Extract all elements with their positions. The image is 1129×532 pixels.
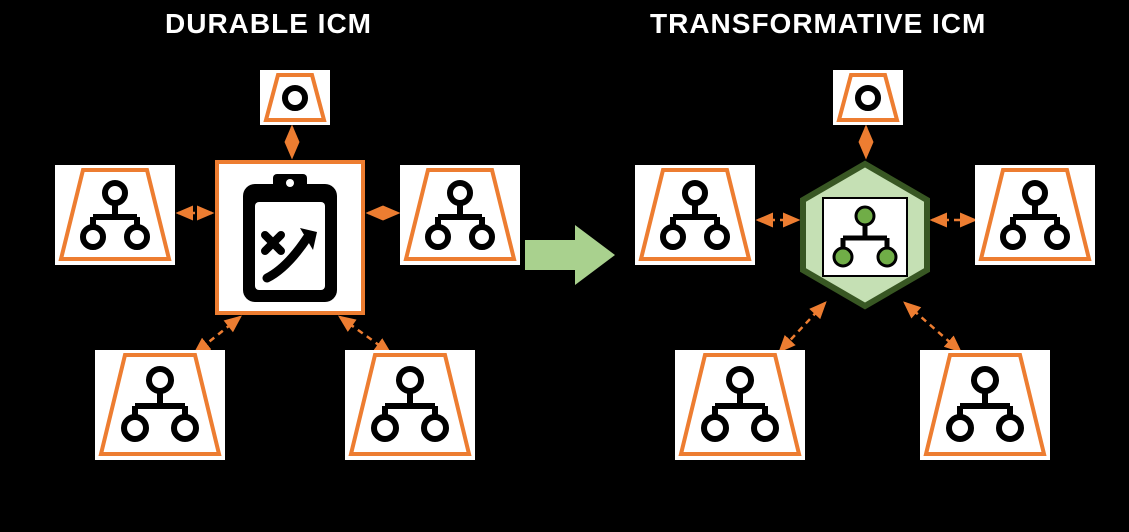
- satellite-bottom-left-r: [675, 350, 805, 460]
- panel-durable: [40, 55, 520, 515]
- satellite-bottom-right: [345, 350, 475, 460]
- panel-transformative: [620, 55, 1100, 515]
- satellite-top-r: [833, 70, 903, 125]
- title-left: DURABLE ICM: [165, 8, 372, 40]
- satellite-bottom-left: [95, 350, 225, 460]
- title-right: TRANSFORMATIVE ICM: [650, 8, 986, 40]
- satellite-left-r: [635, 165, 755, 265]
- satellite-left: [55, 165, 175, 265]
- satellite-right: [400, 165, 520, 265]
- center-clipboard: [215, 160, 365, 315]
- satellite-right-r: [975, 165, 1095, 265]
- transition-arrow-icon: [520, 220, 620, 290]
- satellite-top: [260, 70, 330, 125]
- center-hexagon: [795, 160, 935, 310]
- satellite-bottom-right-r: [920, 350, 1050, 460]
